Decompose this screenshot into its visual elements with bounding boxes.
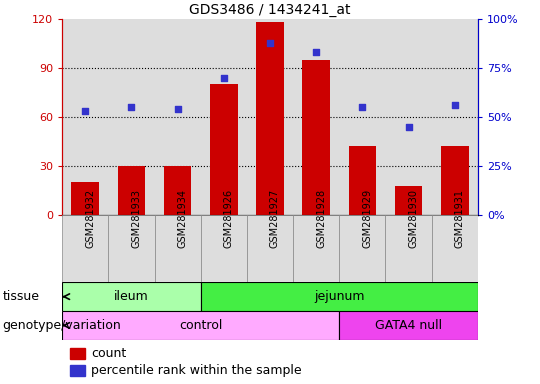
Point xyxy=(312,50,321,56)
Point xyxy=(404,124,413,130)
Bar xyxy=(386,19,431,215)
Text: GSM281931: GSM281931 xyxy=(455,189,465,248)
Bar xyxy=(441,147,469,215)
Bar xyxy=(62,282,201,311)
Bar xyxy=(70,365,85,376)
Text: GSM281934: GSM281934 xyxy=(178,189,187,248)
Bar xyxy=(293,215,339,282)
Bar xyxy=(118,166,145,215)
Text: tissue: tissue xyxy=(3,290,40,303)
Bar xyxy=(339,311,478,340)
Text: GSM281930: GSM281930 xyxy=(409,189,419,248)
Bar xyxy=(109,215,154,282)
Bar xyxy=(62,311,339,340)
Bar xyxy=(62,19,109,215)
Point xyxy=(358,104,367,111)
Bar xyxy=(210,84,238,215)
Point xyxy=(450,102,459,108)
Bar xyxy=(62,215,109,282)
Bar xyxy=(71,182,99,215)
Bar xyxy=(395,186,422,215)
Bar xyxy=(431,19,478,215)
Bar xyxy=(339,215,386,282)
Bar xyxy=(247,19,293,215)
Text: count: count xyxy=(91,347,126,360)
Bar xyxy=(431,215,478,282)
Text: control: control xyxy=(179,319,222,332)
Bar xyxy=(348,147,376,215)
Point xyxy=(127,104,136,111)
Text: jejunum: jejunum xyxy=(314,290,364,303)
Text: GSM281926: GSM281926 xyxy=(224,189,234,248)
Point xyxy=(219,75,228,81)
Text: GSM281933: GSM281933 xyxy=(131,189,141,248)
Text: GSM281928: GSM281928 xyxy=(316,189,326,248)
Text: GSM281929: GSM281929 xyxy=(362,189,373,248)
Bar xyxy=(339,19,386,215)
Bar xyxy=(247,215,293,282)
Text: GSM281927: GSM281927 xyxy=(270,189,280,248)
Text: ileum: ileum xyxy=(114,290,149,303)
Text: genotype/variation: genotype/variation xyxy=(3,319,122,332)
Text: GSM281932: GSM281932 xyxy=(85,189,95,248)
Bar xyxy=(154,19,201,215)
Title: GDS3486 / 1434241_at: GDS3486 / 1434241_at xyxy=(189,3,351,17)
Bar xyxy=(201,19,247,215)
Point xyxy=(266,40,274,46)
Point xyxy=(81,108,90,114)
Text: GATA4 null: GATA4 null xyxy=(375,319,442,332)
Bar xyxy=(70,348,85,359)
Bar xyxy=(302,60,330,215)
Bar xyxy=(256,23,284,215)
Bar xyxy=(386,215,431,282)
Bar xyxy=(293,19,339,215)
Bar xyxy=(109,19,154,215)
Bar xyxy=(201,282,478,311)
Point xyxy=(173,106,182,113)
Bar xyxy=(154,215,201,282)
Bar xyxy=(164,166,192,215)
Bar xyxy=(201,215,247,282)
Text: percentile rank within the sample: percentile rank within the sample xyxy=(91,364,302,377)
